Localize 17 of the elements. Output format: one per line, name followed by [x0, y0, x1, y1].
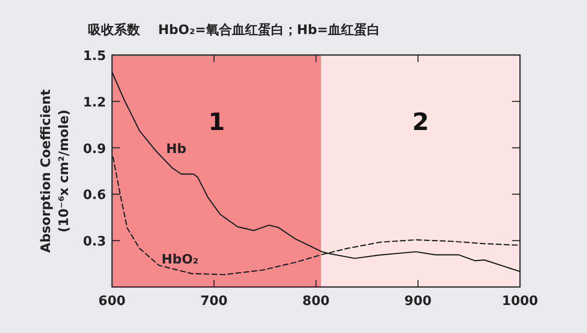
x-tick-label: 600: [98, 294, 126, 309]
series-label: Hb: [166, 142, 186, 157]
y-axis-title: Absorption Coefficient (10⁻⁶x cm²/mole): [39, 89, 72, 253]
x-tick-label: 800: [302, 294, 330, 309]
y-tick-label: 1.5: [82, 49, 106, 64]
x-tick-label: 700: [200, 294, 228, 309]
y-tick-label: 0.6: [82, 188, 106, 204]
x-tick-label: 900: [404, 294, 432, 309]
y-tick-label: 0.3: [82, 234, 106, 250]
band-label: 1: [208, 108, 225, 136]
line-series: [111, 71, 521, 272]
chart-title: 吸收系数 HbO₂=氧合血红蛋白；Hb=血红蛋白: [88, 22, 380, 38]
series-label: HbO₂: [162, 252, 198, 268]
x-tick-label: 1000: [502, 294, 538, 309]
y-tick-label: 0.9: [82, 142, 106, 157]
y-tick-label: 1.2: [82, 95, 106, 110]
band-label: 2: [412, 108, 429, 136]
